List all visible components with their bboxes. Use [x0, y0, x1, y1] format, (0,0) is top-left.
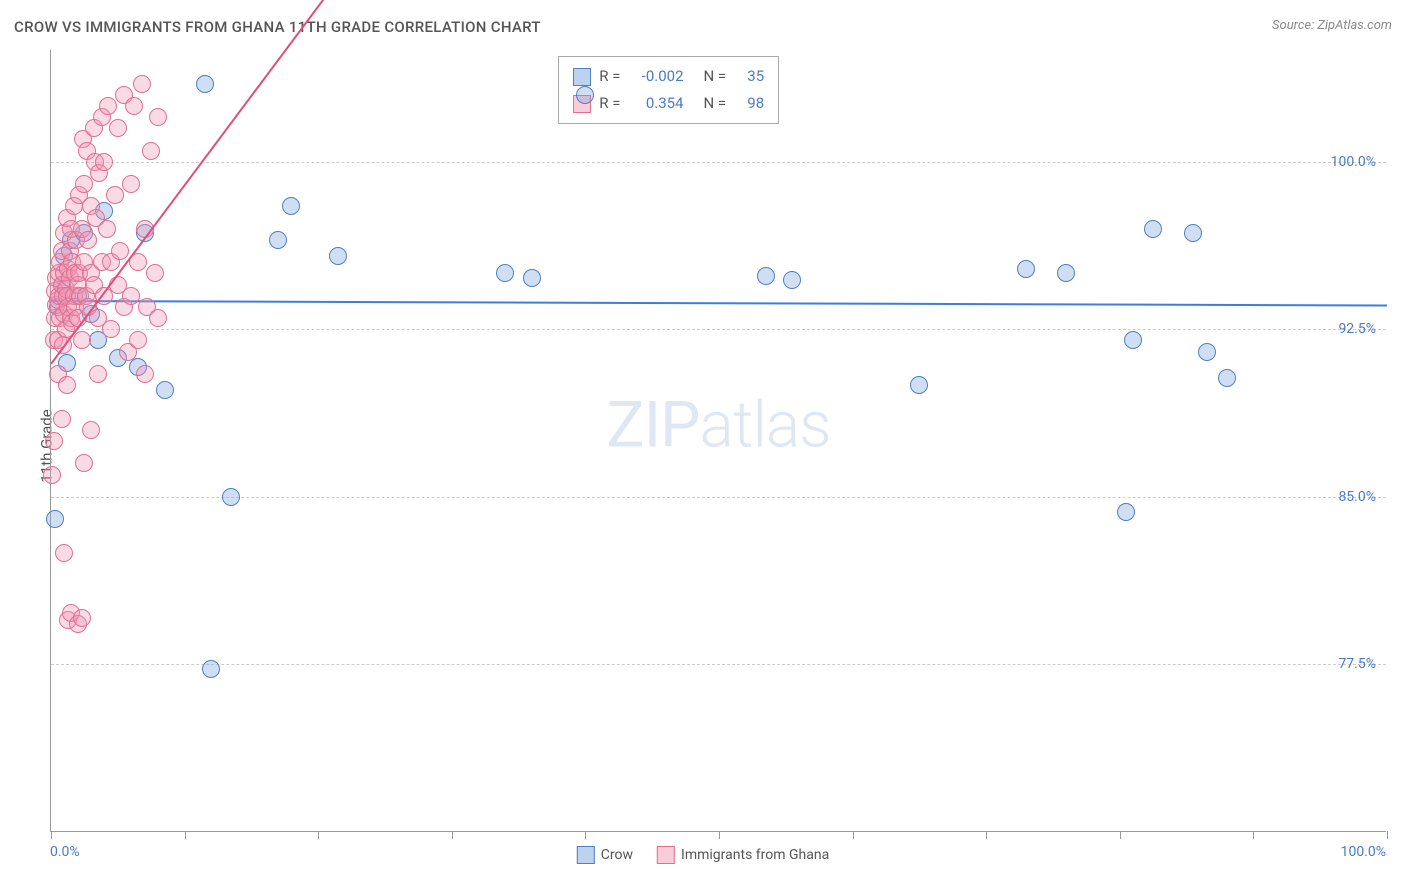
data-point-ghana	[99, 97, 117, 115]
data-point-ghana	[133, 75, 151, 93]
data-point-ghana	[122, 287, 140, 305]
y-tick-label: 92.5%	[1338, 321, 1376, 337]
data-point-ghana	[75, 454, 93, 472]
data-point-ghana	[82, 421, 100, 439]
data-point-crow	[757, 267, 775, 285]
data-point-ghana	[53, 410, 71, 428]
gridline	[51, 497, 1386, 498]
data-point-ghana	[55, 544, 73, 562]
data-point-crow	[196, 75, 214, 93]
data-point-ghana	[73, 609, 91, 627]
x-tick	[51, 831, 52, 839]
trend-line-ghana	[50, 0, 1388, 364]
data-point-ghana	[142, 142, 160, 160]
n-value: 98	[734, 90, 764, 117]
data-point-ghana	[149, 108, 167, 126]
data-point-crow	[1117, 503, 1135, 521]
chart-title: CROW VS IMMIGRANTS FROM GHANA 11TH GRADE…	[14, 18, 541, 36]
data-point-ghana	[98, 220, 116, 238]
gridline	[51, 664, 1386, 665]
data-point-ghana	[125, 97, 143, 115]
r-label: R =	[599, 90, 620, 117]
data-point-crow	[783, 271, 801, 289]
series-legend: Crow Immigrants from Ghana	[577, 846, 829, 864]
data-point-crow	[1017, 260, 1035, 278]
n-label: N =	[704, 90, 727, 117]
data-point-crow	[202, 660, 220, 678]
data-point-crow	[1198, 343, 1216, 361]
data-point-crow	[269, 231, 287, 249]
data-point-ghana	[102, 320, 120, 338]
data-point-ghana	[73, 331, 91, 349]
y-tick-label: 100.0%	[1331, 154, 1376, 170]
watermark-rest: atlas	[700, 387, 831, 462]
data-point-crow	[910, 376, 928, 394]
data-point-crow	[156, 381, 174, 399]
legend-item: Immigrants from Ghana	[657, 846, 829, 864]
data-point-crow	[329, 247, 347, 265]
stats-row: R = 0.354 N = 98	[573, 90, 764, 117]
data-point-crow	[1218, 369, 1236, 387]
data-point-ghana	[45, 432, 63, 450]
watermark-zip: ZIP	[606, 387, 699, 462]
plot-area: ZIPatlas R = -0.002 N = 35 R = 0.354 N = 98 77.…	[50, 50, 1386, 832]
legend-item: Crow	[577, 846, 633, 864]
x-tick	[585, 831, 586, 839]
gridline	[51, 162, 1386, 163]
data-point-ghana	[58, 376, 76, 394]
data-point-crow	[1144, 220, 1162, 238]
y-tick-label: 77.5%	[1338, 656, 1376, 672]
source-attribution: Source: ZipAtlas.com	[1272, 18, 1392, 33]
x-tick	[452, 831, 453, 839]
data-point-crow	[1184, 224, 1202, 242]
data-point-crow	[222, 488, 240, 506]
legend-label: Immigrants from Ghana	[681, 847, 829, 863]
data-point-ghana	[106, 186, 124, 204]
x-tick	[986, 831, 987, 839]
x-axis-max-label: 100.0%	[1341, 844, 1386, 860]
legend-swatch	[577, 846, 595, 864]
data-point-crow	[576, 86, 594, 104]
data-point-ghana	[95, 153, 113, 171]
data-point-ghana	[79, 231, 97, 249]
data-point-ghana	[146, 264, 164, 282]
n-value: 35	[734, 63, 764, 90]
data-point-ghana	[89, 365, 107, 383]
data-point-crow	[1057, 264, 1075, 282]
chart-container: CROW VS IMMIGRANTS FROM GHANA 11TH GRADE…	[0, 0, 1406, 892]
gridline	[51, 329, 1386, 330]
data-point-crow	[523, 269, 541, 287]
x-tick	[318, 831, 319, 839]
n-label: N =	[704, 63, 727, 90]
data-point-ghana	[149, 309, 167, 327]
x-tick	[185, 831, 186, 839]
x-tick	[853, 831, 854, 839]
data-point-ghana	[43, 466, 61, 484]
legend-swatch	[657, 846, 675, 864]
r-value: 0.354	[629, 90, 684, 117]
stats-row: R = -0.002 N = 35	[573, 63, 764, 90]
data-point-crow	[1124, 331, 1142, 349]
x-tick	[719, 831, 720, 839]
r-label: R =	[599, 63, 620, 90]
x-axis-min-label: 0.0%	[50, 844, 80, 860]
data-point-crow	[282, 197, 300, 215]
data-point-ghana	[122, 175, 140, 193]
legend-swatch	[573, 68, 591, 86]
data-point-crow	[496, 264, 514, 282]
r-value: -0.002	[629, 63, 684, 90]
data-point-ghana	[111, 242, 129, 260]
watermark: ZIPatlas	[606, 387, 830, 462]
data-point-ghana	[109, 119, 127, 137]
data-point-ghana	[136, 365, 154, 383]
data-point-ghana	[129, 331, 147, 349]
legend-label: Crow	[601, 847, 633, 863]
x-tick	[1253, 831, 1254, 839]
x-tick	[1387, 831, 1388, 839]
y-tick-label: 85.0%	[1338, 489, 1376, 505]
x-tick	[1120, 831, 1121, 839]
data-point-crow	[46, 510, 64, 528]
trend-line-crow	[51, 300, 1387, 306]
